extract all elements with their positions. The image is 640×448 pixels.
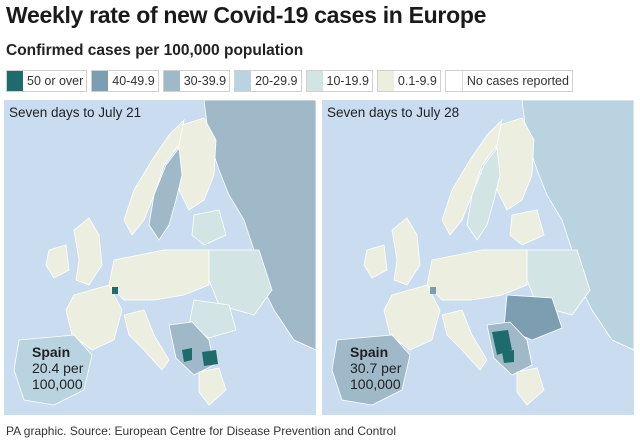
sweden-region bbox=[466, 146, 501, 241]
uk-region bbox=[391, 217, 421, 286]
legend-swatch bbox=[377, 71, 394, 91]
legend-item-20-29: 20-29.9 bbox=[234, 70, 302, 92]
central-europe-region bbox=[108, 249, 210, 301]
greece-region bbox=[516, 367, 545, 406]
legend-item-50-plus: 50 or over bbox=[6, 70, 88, 92]
legend-label: 10-19.9 bbox=[326, 74, 369, 88]
map-panel-july-21: Seven days to July 21 Spain 20.4 per 100… bbox=[4, 100, 316, 415]
legend-item-40-49: 40-49.9 bbox=[91, 70, 159, 92]
europe-map bbox=[331, 100, 634, 406]
panel-date-label: Seven days to July 28 bbox=[327, 105, 460, 120]
legend-item-no-cases: No cases reported bbox=[444, 70, 573, 92]
spain-value: 30.7 per 100,000 bbox=[350, 360, 402, 392]
montenegro-region bbox=[502, 350, 514, 363]
spain-name: Spain bbox=[32, 344, 71, 360]
iberia-region bbox=[13, 334, 93, 406]
montenegro-region bbox=[182, 348, 192, 362]
bosnia-region bbox=[492, 330, 512, 355]
spain-name: Spain bbox=[350, 344, 389, 360]
baltic-region bbox=[509, 209, 545, 246]
france-region bbox=[65, 284, 123, 351]
legend-label: No cases reported bbox=[466, 74, 569, 88]
legend-swatch bbox=[92, 71, 109, 91]
uk-region bbox=[73, 217, 103, 286]
baltic-region bbox=[191, 209, 227, 246]
france-region bbox=[383, 284, 441, 351]
page-subtitle: Confirmed cases per 100,000 population bbox=[6, 42, 304, 59]
legend-item-0-9: 0.1-9.9 bbox=[376, 70, 441, 92]
legend: 50 or over 40-49.9 30-39.9 20-29.9 10-19… bbox=[6, 70, 636, 92]
legend-label: 0.1-9.9 bbox=[397, 74, 437, 88]
legend-item-10-19: 10-19.9 bbox=[305, 70, 373, 92]
legend-swatch bbox=[306, 71, 323, 91]
europe-map bbox=[13, 100, 316, 406]
legend-label: 50 or over bbox=[27, 74, 84, 88]
iberia-region bbox=[331, 334, 411, 406]
italy-region bbox=[123, 309, 170, 371]
spain-callout: Spain 20.4 per 100,000 bbox=[32, 344, 110, 392]
norway-region bbox=[441, 118, 503, 236]
ireland-region bbox=[45, 244, 70, 279]
legend-label: 20-29.9 bbox=[255, 74, 298, 88]
romania-region bbox=[188, 299, 237, 339]
map-panel-july-28: Seven days to July 28 Spain 30.7 per 100… bbox=[322, 100, 634, 415]
luxembourg-region bbox=[430, 287, 436, 294]
legend-swatch bbox=[445, 71, 463, 91]
legend-label: 30-39.9 bbox=[183, 74, 227, 88]
legend-label: 40-49.9 bbox=[112, 74, 155, 88]
spain-value: 20.4 per 100,000 bbox=[32, 360, 84, 392]
greece-region bbox=[198, 367, 227, 406]
panel-date-label: Seven days to July 21 bbox=[9, 105, 142, 120]
north-macedonia-region bbox=[202, 350, 218, 366]
legend-item-30-39: 30-39.9 bbox=[162, 70, 231, 92]
italy-region bbox=[441, 309, 488, 371]
ireland-region bbox=[363, 244, 388, 279]
source-credit: PA graphic. Source: European Centre for … bbox=[6, 424, 396, 438]
sweden-region bbox=[148, 146, 183, 241]
page-title: Weekly rate of new Covid-19 cases in Eur… bbox=[6, 2, 487, 28]
central-europe-region bbox=[426, 249, 528, 301]
legend-swatch bbox=[163, 71, 180, 91]
legend-swatch bbox=[7, 71, 23, 91]
norway-region bbox=[123, 118, 185, 236]
legend-swatch bbox=[235, 71, 252, 91]
spain-callout: Spain 30.7 per 100,000 bbox=[350, 344, 428, 392]
luxembourg-region bbox=[112, 287, 118, 294]
